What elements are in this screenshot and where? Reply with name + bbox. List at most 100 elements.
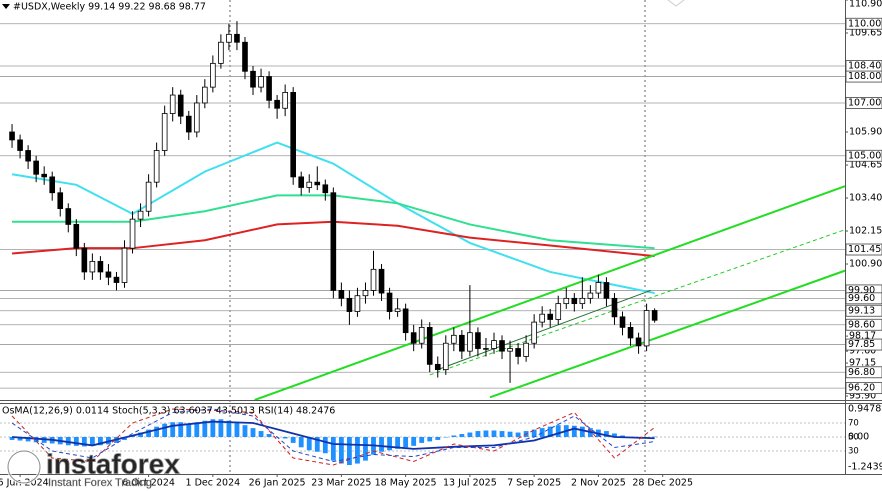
y-tick-label: 95.90 [849,391,876,402]
indicator-y2-tick-label: 30 [848,447,859,457]
candle-body [105,271,112,278]
osma-bar [73,436,79,446]
candle-body [97,260,104,273]
osma-bar [81,436,87,447]
osma-bar [515,432,521,437]
x-tick-label: 6 Oct 2024 [122,478,175,489]
osma-bar [620,435,625,437]
y-tick-label: 110.90 [849,0,882,10]
candle-body [282,92,288,109]
candle-body [571,297,578,305]
level-label: 107.00 [848,97,881,108]
level-label-box [845,338,882,351]
line-series [11,141,655,295]
candle-body [394,308,401,312]
candle-body [370,268,377,291]
osma-bar [467,432,473,437]
osma-bar [427,436,433,442]
y-tick-label: 109.65 [849,28,882,39]
osma-bar [314,436,320,452]
candle-body [635,337,642,347]
x-tick-label: 2 Nov 2025 [571,478,626,489]
scroll-icon[interactable] [667,0,685,7]
indicator-header: OsMA(12,26,9) 0.0114 Stoch(5,3,3) 63.603… [2,406,335,417]
candle-body [386,292,393,312]
indicator-tick-label: 0.9478 [848,404,881,415]
candle-body [587,292,594,299]
x-tick-label: 18 May 2025 [375,478,437,489]
osma-bar [499,431,505,437]
symbol-menu-icon[interactable] [2,4,10,9]
osma-bar [194,422,200,437]
level-label: 101.45 [848,244,881,255]
x-tick-label: 26 Jan 2025 [249,478,306,489]
osma-bar [419,436,425,443]
candle-body [161,113,168,151]
candle-body [362,290,369,297]
candle-body [483,348,489,350]
candle-body [57,192,64,209]
watermark-logo [14,457,35,471]
level-label: 99.90 [848,285,875,296]
candle-body [579,297,586,305]
candle-body [426,326,433,365]
osma-bar [411,436,417,446]
level-label-box [845,243,882,256]
candle-body [555,303,562,320]
osma-bar [306,436,312,451]
osma-bar [612,433,617,437]
osma-bar [322,436,328,454]
candle-body [378,268,385,294]
y-tick-label: 105.90 [849,127,882,138]
candle-body [434,363,441,371]
osma-bar [483,430,489,437]
candle-body [113,276,120,283]
level-label-box [845,292,882,305]
x-tick-label: 23 Mar 2025 [311,478,371,489]
level-label: 105.00 [848,150,881,161]
candle-body [121,247,128,283]
candle-body [242,41,248,72]
candle-body [65,208,72,225]
candle-body [129,218,136,249]
candle-body [33,160,39,175]
osma-bar [234,422,240,437]
candle-body [145,181,152,212]
indicator-plot [0,408,845,466]
osma-bar [242,425,248,437]
osma-bar [395,436,401,449]
level-label-box [845,366,882,379]
chart-header: #USDX,Weekly 99.14 99.22 98.68 98.77 [13,2,206,13]
candle-body [169,94,176,114]
candle-body [226,33,232,43]
candle-body [258,76,264,88]
x-tick-label: 28 Dec 2025 [632,478,693,489]
level-label-box [845,304,882,317]
osma-bar [154,426,160,437]
candle-body [651,310,658,321]
price-plot [0,21,845,400]
watermark-logo [7,450,41,484]
candle-body [515,348,521,357]
level-label: 99.13 [848,305,875,316]
y-tick-label: 97.15 [849,358,876,369]
osma-bar [346,436,352,466]
candle-body [177,94,184,117]
osma-bar [379,436,384,452]
level-label: 99.60 [848,293,875,304]
indicator-tick-label: 0.00 [848,431,869,442]
candle-body [298,176,305,188]
osma-bar [250,428,256,437]
line-series [254,185,845,400]
candle-body [81,247,88,273]
y-tick-label: 104.65 [849,160,882,171]
osma-bar [178,422,184,437]
candle-body [330,192,337,291]
osma-bar [282,436,288,439]
osma-bar [387,436,392,451]
osma-bar [226,420,232,437]
candle-body [611,297,618,318]
candle-body [603,282,610,299]
